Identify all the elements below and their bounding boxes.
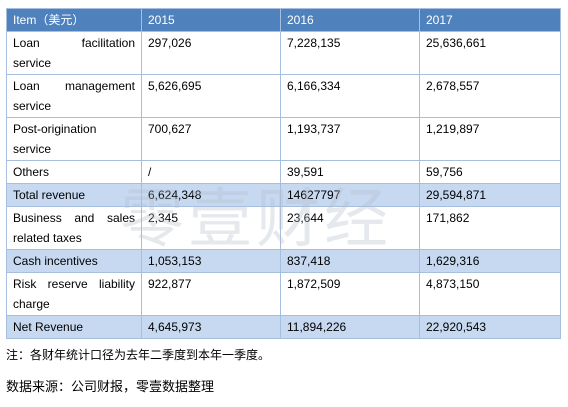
row-label: Business and sales related taxes [6, 206, 142, 250]
row-label: Loan management service [6, 74, 142, 118]
cell: 25,636,661 [419, 31, 561, 75]
table-row: Risk reserve liability charge 922,877 1,87… [6, 272, 561, 316]
cell: 23,644 [280, 206, 420, 250]
table-row: Loan facilitation service 297,026 7,228,13… [6, 31, 561, 75]
cell: 1,193,737 [280, 117, 420, 161]
table-row: Cash incentives 1,053,153 837,418 1,629,316 [6, 249, 561, 273]
header-row: Item（美元） 2015 2016 2017 [6, 8, 561, 32]
cell: 59,756 [419, 160, 561, 184]
source: 数据来源：公司财报，零壹数据整理 [6, 379, 215, 394]
cell: 29,594,871 [419, 183, 561, 207]
revenue-table: Item（美元） 2015 2016 2017 Loan facilitation s… [6, 8, 561, 339]
cell: 171,862 [419, 206, 561, 250]
header-cell: 2015 [141, 8, 281, 32]
row-label: Cash incentives [6, 249, 142, 273]
row-label: Total revenue [6, 183, 142, 207]
cell: 4,645,973 [141, 315, 281, 339]
row-label: Risk reserve liability charge [6, 272, 142, 316]
row-label: Others [6, 160, 142, 184]
cell: 6,624,348 [141, 183, 281, 207]
cell: 14627797 [280, 183, 420, 207]
header-cell: 2017 [419, 8, 561, 32]
cell: 700,627 [141, 117, 281, 161]
table-row: Others/39,591 59,756 [6, 160, 561, 184]
table-body: Loan facilitation service 297,026 7,228,13… [6, 31, 561, 339]
cell: 1,872,509 [280, 272, 420, 316]
cell: 22,920,543 [419, 315, 561, 339]
table-row: Net Revenue 4,645,973 11,894,226 22,920,543 [6, 315, 561, 339]
header-cell: Item（美元） [6, 8, 142, 32]
cell: 297,026 [141, 31, 281, 75]
cell: 1,629,316 [419, 249, 561, 273]
cell: 922,877 [141, 272, 281, 316]
cell: 5,626,695 [141, 74, 281, 118]
table-row: Post-origination service 700,627 1,193,737… [6, 117, 561, 161]
row-label: Net Revenue [6, 315, 142, 339]
header-cell: 2016 [280, 8, 420, 32]
cell: 7,228,135 [280, 31, 420, 75]
table-row: Total revenue 6,624,348 14627797 29,594,871 [6, 183, 561, 207]
cell: 837,418 [280, 249, 420, 273]
cell: 1,219,897 [419, 117, 561, 161]
row-label: Post-origination service [6, 117, 142, 161]
cell: 39,591 [280, 160, 420, 184]
row-label: Loan facilitation service [6, 31, 142, 75]
cell: 2,345 [141, 206, 281, 250]
cell: 4,873,150 [419, 272, 561, 316]
note: 注：各财年统计口径为去年二季度到本年一季度。 [6, 348, 271, 362]
table-row: Business and sales related taxes 2,345 23,… [6, 206, 561, 250]
cell: 1,053,153 [141, 249, 281, 273]
cell: / [141, 160, 281, 184]
table-row: Loan management service 5,626,695 6,166,33… [6, 74, 561, 118]
cell: 2,678,557 [419, 74, 561, 118]
cell: 11,894,226 [280, 315, 420, 339]
cell: 6,166,334 [280, 74, 420, 118]
